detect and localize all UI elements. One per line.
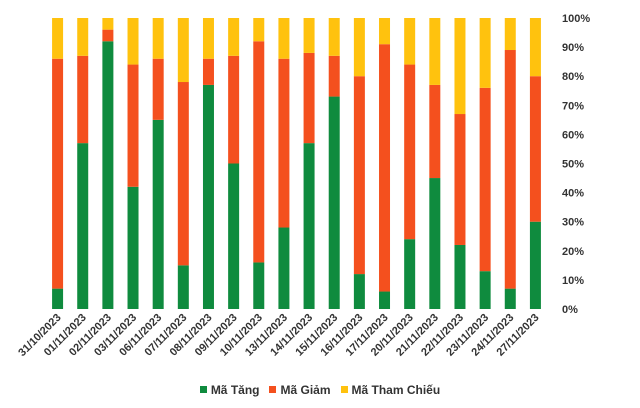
bar-segment-tang-16 <box>454 244 466 309</box>
bar-segment-giam-4 <box>152 58 164 120</box>
legend-label: Mã Giảm <box>280 383 331 397</box>
bar-segment-tang-5 <box>177 265 189 309</box>
y-tick-label: 100% <box>562 13 590 25</box>
bar-segment-tham-chieu-1 <box>77 18 89 56</box>
bar-segment-tham-chieu-13 <box>379 18 391 45</box>
y-tick-label: 20% <box>562 246 584 258</box>
bar-segment-tang-6 <box>202 84 214 310</box>
legend-label: Mã Tham Chiếu <box>351 383 441 397</box>
bar-segment-tang-9 <box>278 227 290 309</box>
bar-segment-tham-chieu-9 <box>278 18 290 59</box>
bar-segment-tham-chieu-10 <box>303 18 315 53</box>
y-tick-label: 70% <box>562 100 584 112</box>
bar-segment-giam-2 <box>102 29 114 42</box>
y-tick-label: 0% <box>562 304 578 316</box>
bar-segment-tham-chieu-6 <box>202 18 214 59</box>
bar-segment-giam-10 <box>303 52 315 144</box>
stacked-bar-chart: 31/10/202301/11/202302/11/202303/11/2023… <box>16 13 590 359</box>
bar-segment-giam-7 <box>228 55 240 164</box>
bar-segment-giam-16 <box>454 114 466 245</box>
bar-segment-tham-chieu-5 <box>177 18 189 83</box>
bar-segment-giam-13 <box>379 44 391 292</box>
bar-segment-giam-3 <box>127 64 139 187</box>
bar-segment-tang-12 <box>353 274 365 309</box>
bar-segment-giam-14 <box>404 64 416 240</box>
legend-swatch <box>269 386 277 393</box>
bar-segment-giam-1 <box>77 55 89 144</box>
legend-swatch <box>199 386 207 393</box>
bar-segment-giam-9 <box>278 58 290 228</box>
y-tick-label: 50% <box>562 159 584 171</box>
y-tick-label: 80% <box>562 71 584 83</box>
legend-label: Mã Tăng <box>210 383 260 397</box>
bar-segment-tham-chieu-3 <box>127 18 139 65</box>
bar-segment-tham-chieu-14 <box>404 18 416 65</box>
bar-segment-tang-0 <box>52 288 64 309</box>
bar-segment-tham-chieu-2 <box>102 18 114 30</box>
bar-segment-tang-15 <box>429 178 441 309</box>
bar-segment-tang-18 <box>504 288 516 309</box>
bar-segment-giam-6 <box>202 58 214 85</box>
bar-segment-tang-19 <box>529 221 541 309</box>
x-axis-labels: 31/10/202301/11/202302/11/202303/11/2023… <box>16 312 541 359</box>
bar-segment-giam-17 <box>479 87 491 272</box>
bar-segment-tang-8 <box>253 262 265 309</box>
bar-segment-giam-12 <box>353 76 365 275</box>
bar-segment-giam-15 <box>429 84 441 179</box>
bar-segment-tham-chieu-4 <box>152 18 164 59</box>
bar-segment-tang-7 <box>228 163 240 309</box>
bar-segment-tham-chieu-11 <box>328 18 340 56</box>
bar-segment-tang-14 <box>404 239 416 309</box>
bar-segment-giam-18 <box>504 50 516 289</box>
bar-segment-tham-chieu-7 <box>228 18 240 56</box>
y-tick-label: 60% <box>562 129 584 141</box>
bar-segment-tham-chieu-18 <box>504 18 516 51</box>
bar-segment-giam-5 <box>177 82 189 266</box>
y-tick-label: 10% <box>562 275 584 287</box>
bar-segment-tham-chieu-17 <box>479 18 491 88</box>
bar-segment-tang-13 <box>379 291 391 309</box>
legend-item-tang: Mã Tăng <box>199 383 260 397</box>
bar-segment-tang-4 <box>152 119 164 309</box>
legend-item-tham-chieu: Mã Tham Chiếu <box>340 383 441 397</box>
bar-segment-tang-17 <box>479 271 491 309</box>
y-tick-label: 30% <box>562 217 584 229</box>
legend: Mã Tăng Mã Giảm Mã Tham Chiếu <box>0 383 640 397</box>
bars-group <box>52 18 541 310</box>
bar-segment-giam-11 <box>328 55 340 97</box>
bar-segment-tham-chieu-8 <box>253 18 265 42</box>
bar-segment-tham-chieu-19 <box>529 18 541 77</box>
bar-segment-giam-8 <box>253 41 265 263</box>
bar-segment-tham-chieu-12 <box>353 18 365 77</box>
y-tick-label: 90% <box>562 42 584 54</box>
bar-segment-tang-1 <box>77 143 89 309</box>
bar-segment-tham-chieu-15 <box>429 18 441 85</box>
y-axis-labels: 0% 10% 20% 30% 40% 50% 60% 70% 80% 90% 100% <box>562 13 590 316</box>
bar-segment-tang-3 <box>127 186 139 309</box>
bar-segment-tang-11 <box>328 96 340 309</box>
bar-segment-giam-0 <box>52 58 64 289</box>
legend-item-giam: Mã Giảm <box>269 383 331 397</box>
bar-segment-giam-19 <box>529 76 541 222</box>
y-tick-label: 40% <box>562 188 584 200</box>
bar-segment-tham-chieu-0 <box>52 18 64 59</box>
bar-segment-tang-2 <box>102 41 114 309</box>
bar-segment-tang-10 <box>303 143 315 309</box>
legend-swatch <box>340 386 348 393</box>
bar-segment-tham-chieu-16 <box>454 18 466 115</box>
